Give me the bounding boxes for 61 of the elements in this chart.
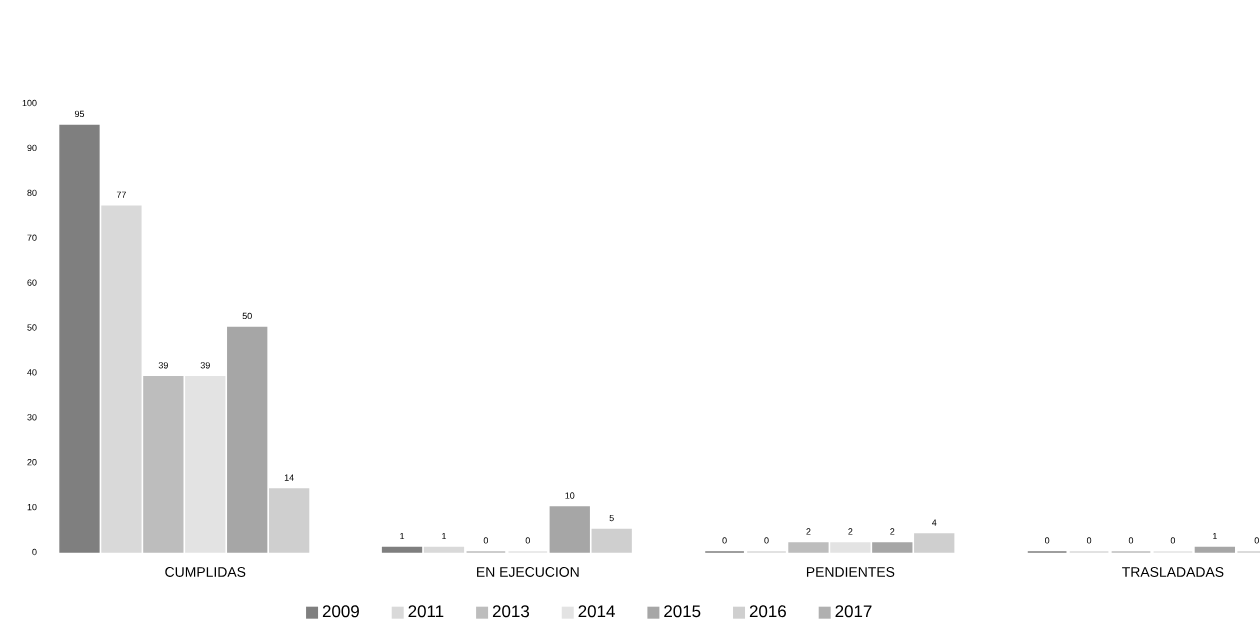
bar — [788, 542, 829, 553]
legend-label: 2014 — [578, 605, 615, 618]
x-tick-label: TRASLADADAS — [1122, 567, 1224, 577]
data-label: 0 — [525, 537, 530, 544]
data-label: 5 — [609, 514, 614, 522]
y-tick-label: 80 — [27, 189, 37, 196]
bar — [101, 205, 142, 553]
data-label: 1 — [1213, 532, 1217, 540]
legend-label: 2016 — [749, 605, 786, 618]
bar — [872, 542, 913, 553]
data-label: 0 — [1128, 537, 1134, 544]
y-tick-label: 40 — [27, 369, 37, 376]
data-label: 39 — [158, 362, 168, 369]
data-label: 95 — [74, 110, 85, 118]
bar — [227, 326, 268, 553]
data-label: 0 — [483, 537, 489, 544]
legend-label: 2013 — [492, 605, 530, 618]
y-tick-label: 70 — [27, 234, 37, 241]
data-label: 0 — [1086, 537, 1092, 544]
y-tick-label: 0 — [32, 548, 37, 556]
y-tick-label: 100 — [22, 99, 37, 107]
data-label: 2 — [806, 528, 811, 535]
y-tick-label: 50 — [27, 324, 37, 331]
bar — [185, 376, 226, 553]
bar — [143, 376, 184, 553]
data-label: 10 — [565, 492, 575, 499]
bar — [1194, 546, 1236, 553]
bar — [381, 546, 423, 553]
bar — [591, 528, 632, 553]
legend-label: 2009 — [322, 605, 359, 618]
x-tick-label: CUMPLIDAS — [165, 567, 246, 577]
bar — [423, 546, 465, 553]
bar — [830, 542, 871, 553]
data-label: 4 — [931, 519, 937, 526]
data-label: 39 — [200, 362, 210, 369]
data-label: 1 — [442, 532, 447, 540]
x-tick-label: PENDIENTES — [806, 567, 895, 577]
data-label: 0 — [1254, 537, 1259, 544]
data-label: 2 — [890, 528, 895, 535]
data-label: 0 — [764, 537, 769, 544]
y-tick-label: 60 — [27, 279, 37, 286]
data-label: 77 — [116, 191, 126, 198]
legend-label: 2011 — [408, 605, 444, 618]
data-label: 2 — [848, 528, 853, 535]
y-tick-label: 10 — [27, 503, 37, 511]
bar — [59, 124, 100, 553]
x-tick-label: EN EJECUCION — [477, 567, 579, 577]
legend-label: 2017 — [835, 605, 872, 618]
data-label: 1 — [400, 532, 405, 540]
data-label: 0 — [1044, 537, 1050, 544]
y-tick-label: 20 — [27, 459, 37, 466]
bar — [268, 488, 310, 553]
bar — [549, 506, 590, 553]
data-label: 14 — [284, 474, 294, 481]
data-label: 0 — [1170, 537, 1176, 544]
y-tick-label: 30 — [27, 414, 37, 421]
y-tick-label: 90 — [27, 144, 37, 152]
bar — [914, 533, 955, 553]
data-label: 50 — [242, 312, 252, 320]
data-label: 0 — [722, 537, 727, 544]
legend-label: 2015 — [664, 605, 701, 618]
